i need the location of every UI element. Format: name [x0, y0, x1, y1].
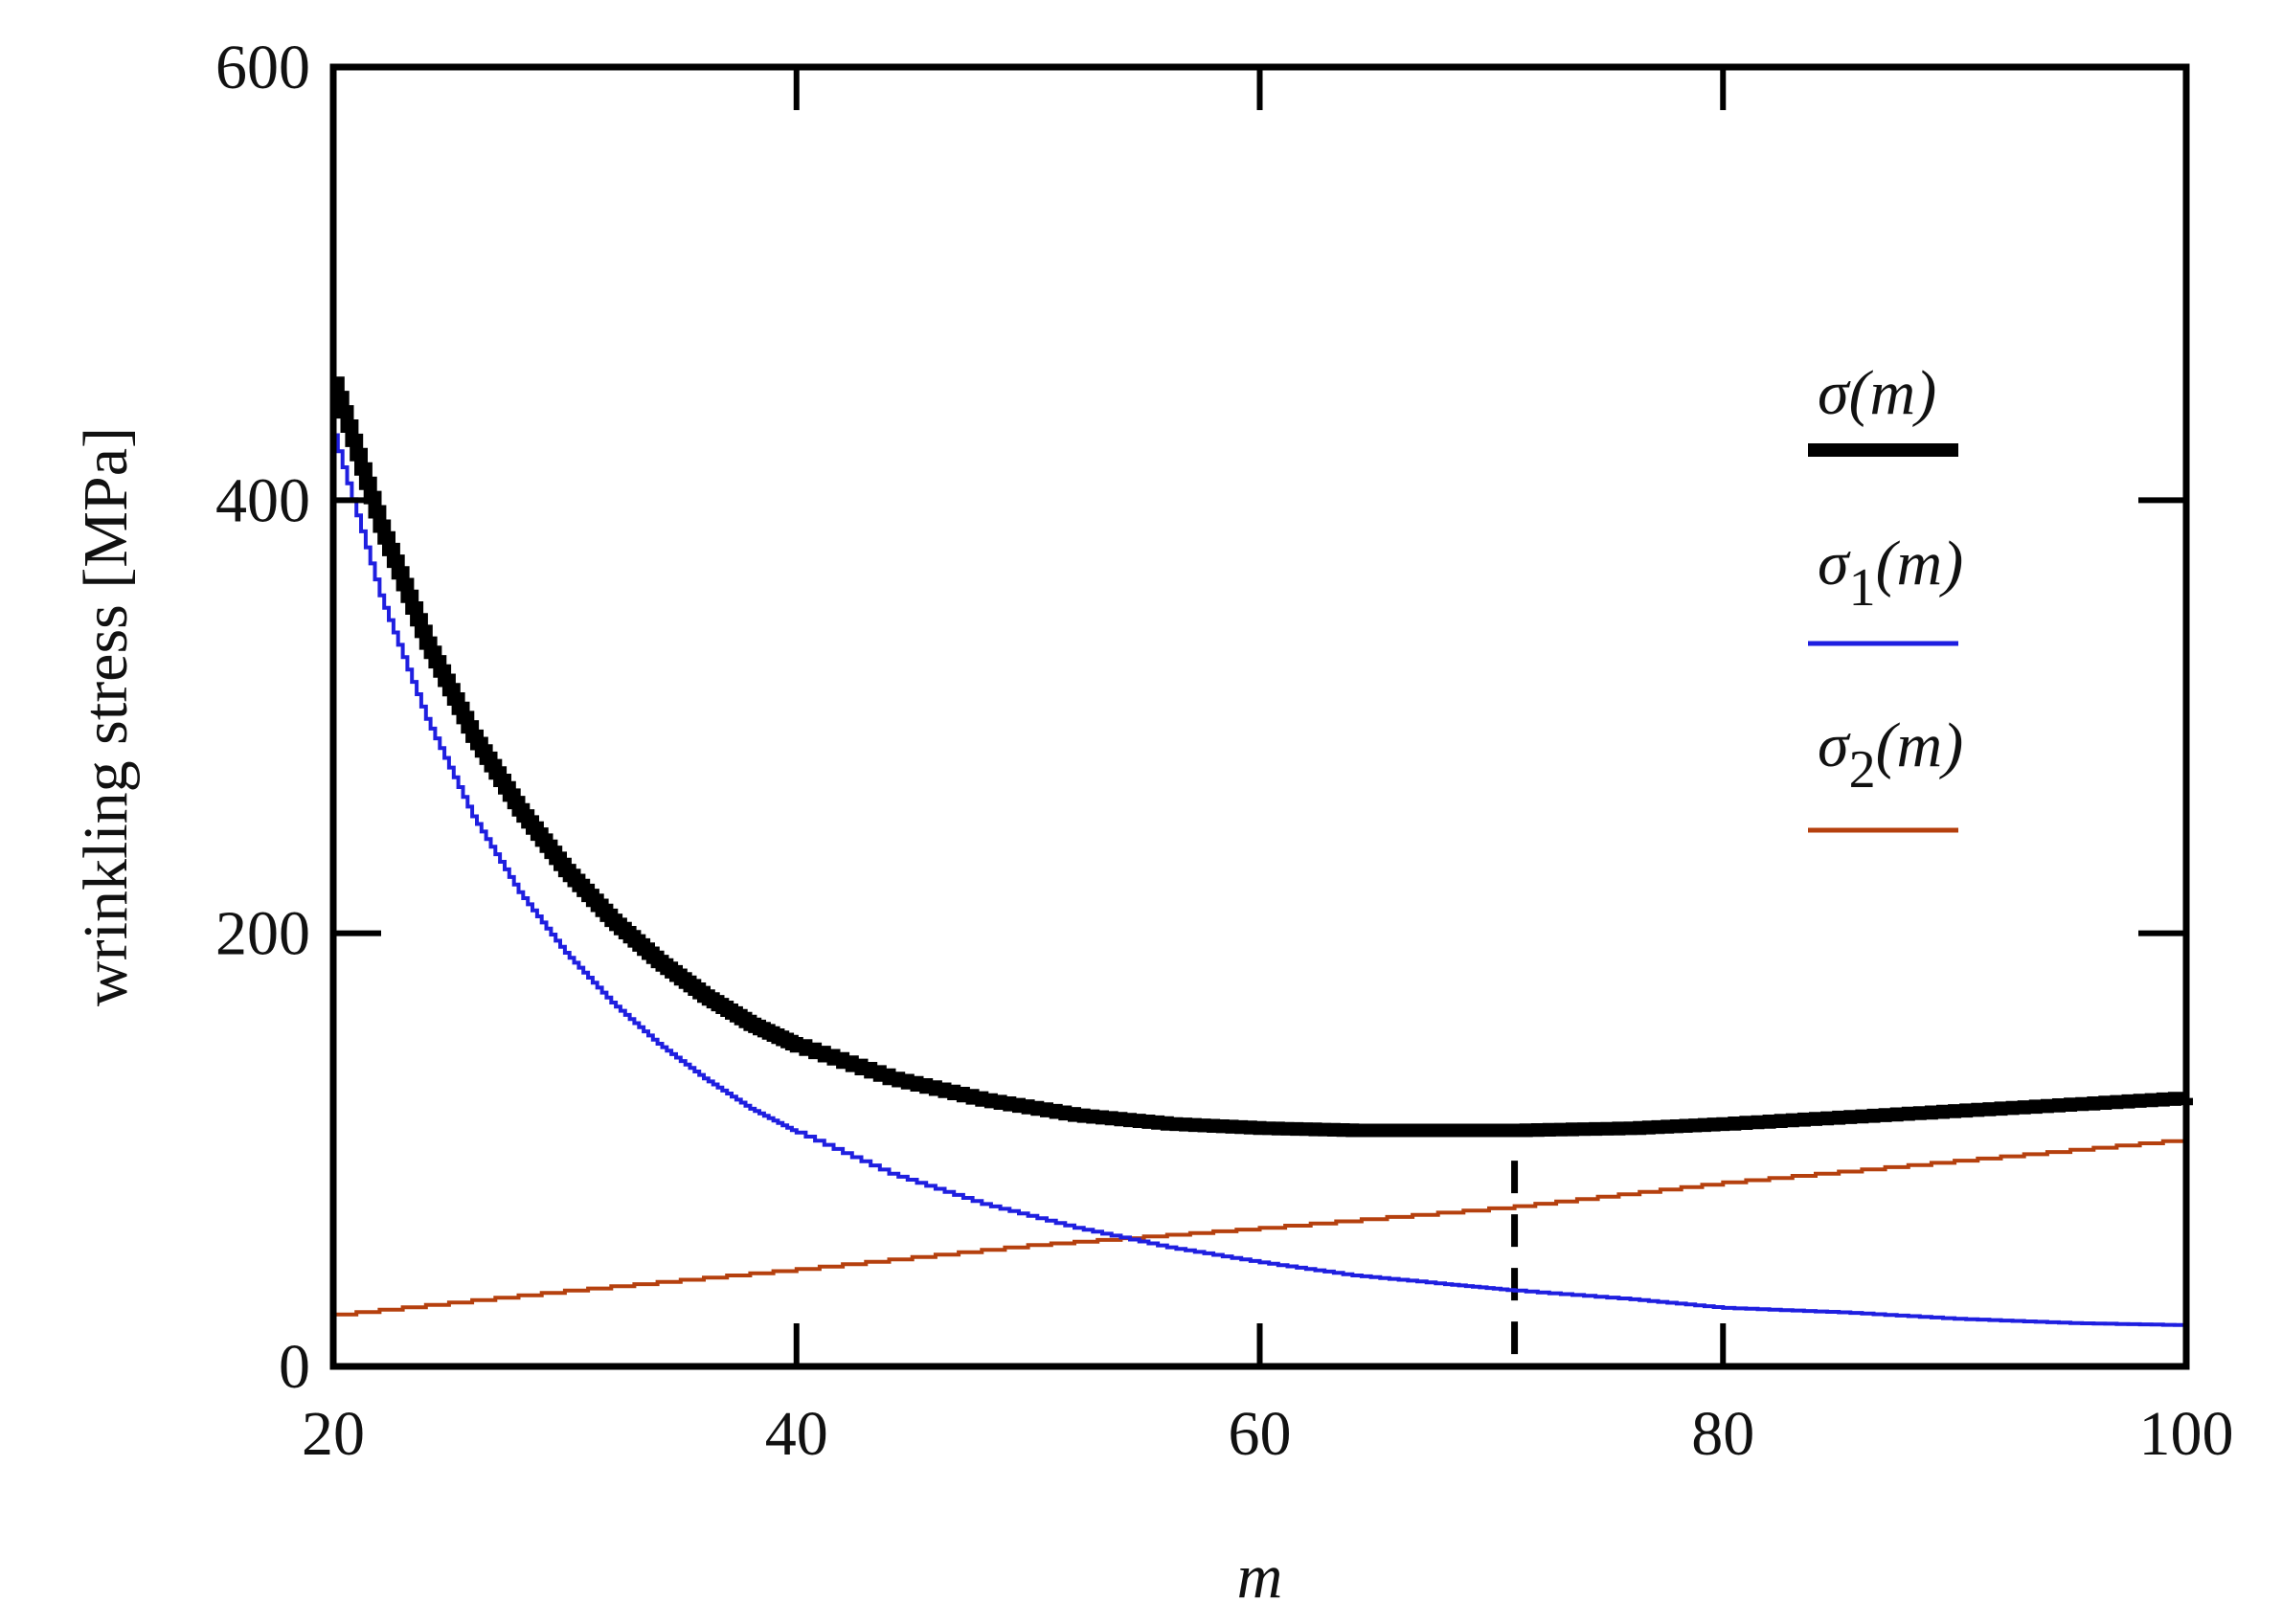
legend: σ(m) σ1(m) σ2(m): [1808, 358, 1963, 833]
y-tick-label: 200: [215, 899, 310, 969]
plot-area: [330, 376, 2193, 1366]
legend-label: σ2(m): [1818, 710, 1963, 800]
series-sigma1-line: [333, 433, 2188, 1327]
legend-label: σ1(m): [1818, 529, 1963, 618]
y-tick-label: 0: [279, 1332, 310, 1402]
y-tick-label: 600: [215, 33, 310, 102]
y-axis-label: wrinkling stress [MPa]: [71, 427, 141, 1006]
x-tick-label: 40: [765, 1399, 828, 1469]
x-axis-label: m: [1237, 1542, 1283, 1612]
y-tick-label: 400: [215, 465, 310, 535]
x-tick-label: 60: [1229, 1399, 1292, 1469]
x-tick-label: 80: [1691, 1399, 1754, 1469]
series-sigma-line: [330, 376, 2193, 1138]
series-sigma2-line: [333, 1139, 2188, 1317]
x-tick-label: 100: [2139, 1399, 2234, 1469]
axes: 20 40 60 80 100 0 200 400 600 m wrinkling stress […: [71, 33, 2234, 1612]
x-tick-label: 20: [302, 1399, 365, 1469]
legend-label: σ(m): [1818, 358, 1936, 428]
